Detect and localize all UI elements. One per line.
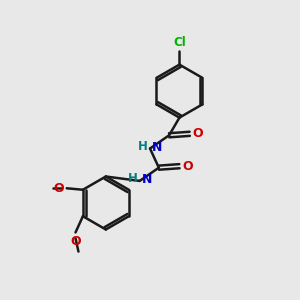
Text: N: N <box>142 173 152 186</box>
Text: O: O <box>54 182 64 195</box>
Text: O: O <box>193 127 203 140</box>
Text: O: O <box>70 235 81 248</box>
Text: O: O <box>182 160 193 173</box>
Text: H: H <box>138 140 148 153</box>
Text: N: N <box>152 141 163 154</box>
Text: Cl: Cl <box>173 36 186 49</box>
Text: H: H <box>128 172 137 185</box>
